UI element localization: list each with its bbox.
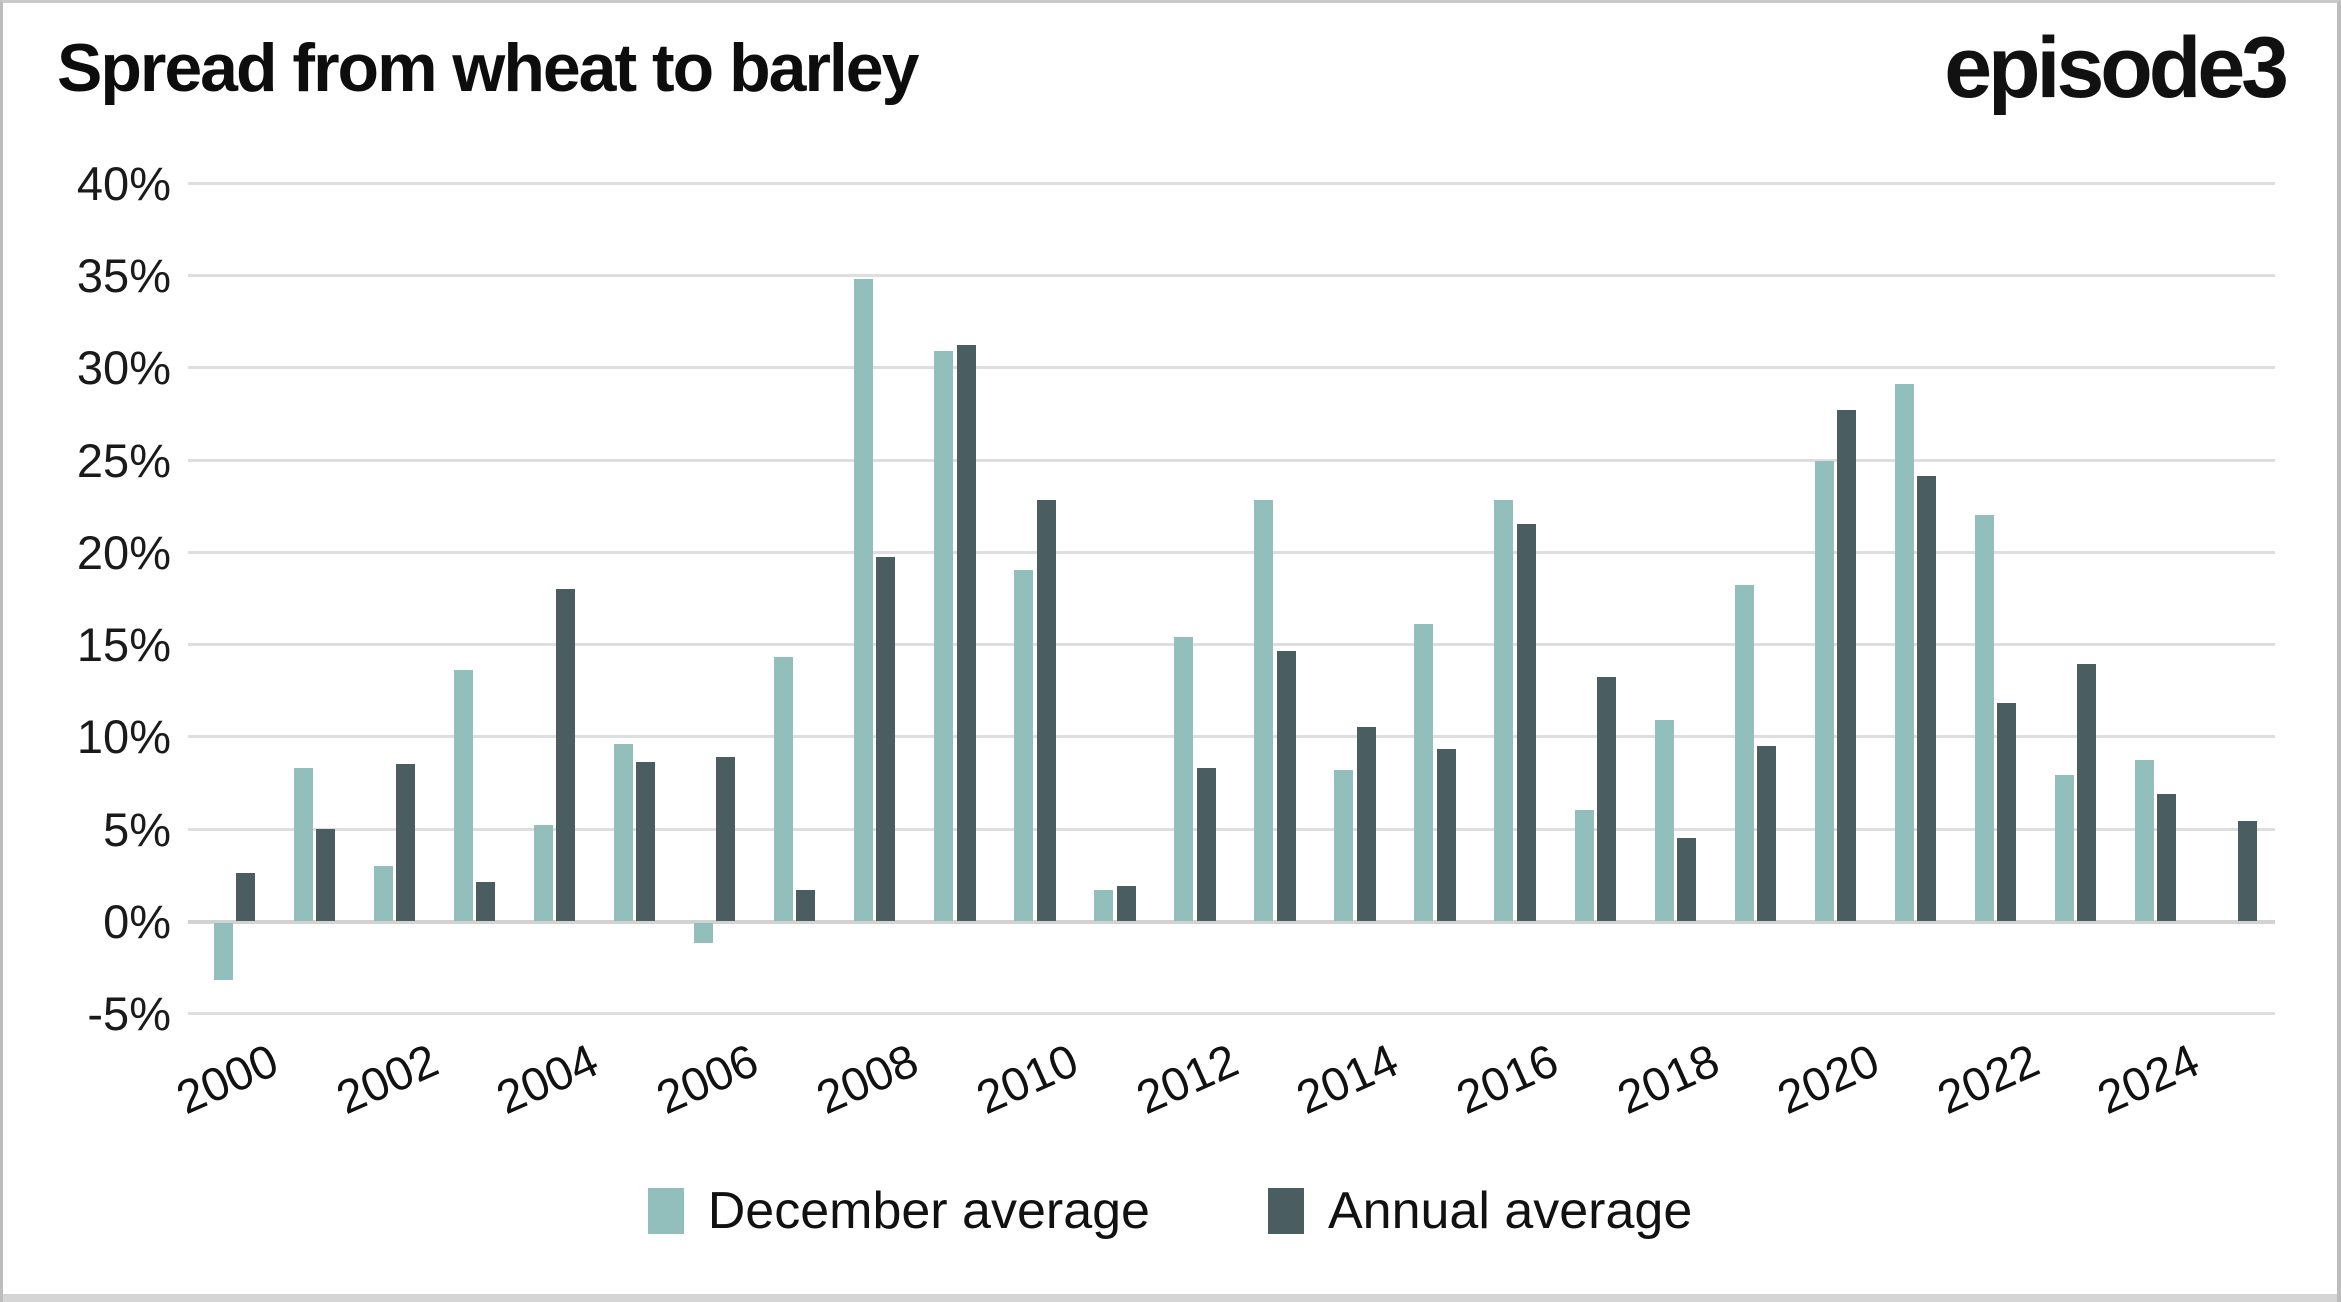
- bottom-border: [3, 1294, 2337, 1302]
- bar-december-2022: [1974, 514, 1994, 921]
- x-axis-tick-label: 2010: [968, 1033, 1086, 1124]
- bar-annual-2003: [476, 882, 496, 921]
- gridline: [188, 550, 2275, 554]
- y-axis-tick-label: -5%: [87, 987, 171, 1041]
- bar-annual-2002: [396, 764, 416, 921]
- bar-annual-2011: [1116, 885, 1136, 921]
- x-axis-tick-label: 2020: [1769, 1033, 1887, 1124]
- y-axis-tick-label: 15%: [76, 618, 171, 672]
- december-swatch-icon: [647, 1188, 684, 1234]
- bar-annual-2012: [1196, 767, 1216, 921]
- zero-gridline: [188, 920, 2275, 924]
- bar-annual-2013: [1276, 651, 1296, 921]
- bar-annual-2009: [956, 345, 976, 921]
- bar-december-2012: [1174, 636, 1194, 921]
- y-axis-tick-label: 40%: [76, 156, 171, 210]
- bar-annual-2024: [2157, 793, 2177, 921]
- bar-december-2007: [773, 657, 793, 921]
- x-axis-tick-label: 2022: [1929, 1033, 2047, 1124]
- bar-annual-2010: [1036, 500, 1056, 921]
- y-axis-tick-label: 0%: [103, 895, 171, 948]
- bar-annual-2025: [2237, 821, 2257, 921]
- bar-december-2005: [613, 743, 633, 921]
- bar-annual-2004: [556, 588, 576, 921]
- y-axis-tick-label: 30%: [76, 341, 171, 395]
- x-axis-tick-label: 2012: [1128, 1033, 1246, 1124]
- bar-annual-2000: [236, 873, 255, 921]
- legend-label-december: December average: [707, 1182, 1150, 1240]
- bar-december-2020: [1814, 461, 1834, 921]
- bar-december-2014: [1334, 769, 1354, 921]
- legend: December average Annual average: [3, 1181, 2337, 1241]
- bar-annual-2007: [796, 889, 816, 921]
- bar-december-2019: [1734, 585, 1754, 921]
- bar-december-2016: [1494, 500, 1514, 921]
- y-axis-tick-label: 10%: [76, 710, 171, 764]
- bar-annual-2014: [1356, 727, 1376, 921]
- bar-december-2003: [453, 669, 473, 921]
- bar-annual-2008: [876, 557, 896, 921]
- bar-annual-2020: [1837, 409, 1857, 921]
- episode3-logo: episode3: [1944, 20, 2289, 116]
- gridline: [188, 735, 2275, 739]
- plot-area: 40% 35% 30% 25% 20% 15% 10% 5% 0% -5% 2000 2002 2004…: [3, 3, 2337, 1302]
- bar-annual-2018: [1677, 837, 1697, 921]
- bar-december-2018: [1654, 719, 1674, 921]
- bar-annual-2022: [1997, 703, 2017, 921]
- legend-label-annual: Annual average: [1327, 1182, 1693, 1240]
- y-axis-tick-label: 20%: [76, 525, 171, 579]
- bar-december-2024: [2134, 760, 2154, 921]
- x-axis-tick-label: 2002: [328, 1033, 446, 1124]
- bar-december-2002: [373, 865, 393, 921]
- gridline: [188, 273, 2275, 277]
- gridline: [188, 458, 2275, 462]
- gridline: [188, 366, 2275, 370]
- bar-december-2008: [853, 278, 873, 921]
- bar-annual-2017: [1597, 677, 1617, 921]
- bar-december-2010: [1014, 570, 1034, 921]
- gridline: [188, 827, 2275, 831]
- bar-annual-2006: [716, 756, 736, 921]
- gridline: [188, 1012, 2275, 1016]
- bar-december-2004: [533, 825, 553, 921]
- x-axis-tick-label: 2016: [1448, 1033, 1566, 1124]
- bar-december-2000: [213, 923, 233, 981]
- y-axis-tick-label: 5%: [103, 802, 171, 856]
- gridline: [188, 643, 2275, 647]
- bar-december-2011: [1094, 889, 1114, 921]
- x-axis-tick-label: 2006: [648, 1033, 766, 1124]
- bar-december-2023: [2054, 775, 2074, 921]
- y-axis-tick-label: 35%: [76, 248, 171, 302]
- y-axis-tick-label: 25%: [76, 433, 171, 487]
- x-axis-tick-label: 2008: [808, 1033, 926, 1124]
- bar-december-2006: [693, 923, 713, 944]
- x-axis-tick-label: 2014: [1288, 1033, 1406, 1124]
- bar-annual-2021: [1917, 476, 1937, 921]
- bar-december-2009: [934, 350, 954, 921]
- bar-december-2013: [1254, 500, 1274, 921]
- chart-title: Spread from wheat to barley: [57, 30, 919, 106]
- bar-december-2001: [293, 767, 313, 921]
- bar-december-2021: [1894, 383, 1914, 921]
- x-axis-tick-label: 2004: [488, 1033, 606, 1124]
- bar-annual-2001: [316, 828, 336, 921]
- bar-annual-2015: [1436, 749, 1456, 921]
- bar-december-2015: [1414, 623, 1434, 921]
- gridline: [188, 181, 2275, 185]
- legend-item-annual: Annual average: [1267, 1181, 1693, 1241]
- x-axis-tick-label: 2024: [2089, 1033, 2207, 1124]
- bar-annual-2023: [2077, 664, 2097, 921]
- bar-annual-2016: [1516, 524, 1536, 921]
- annual-swatch-icon: [1267, 1188, 1304, 1234]
- x-axis-tick-label: 2018: [1609, 1033, 1727, 1124]
- bar-annual-2019: [1757, 745, 1777, 921]
- bar-december-2017: [1574, 810, 1594, 921]
- legend-item-december: December average: [647, 1181, 1150, 1241]
- bar-annual-2005: [636, 762, 656, 921]
